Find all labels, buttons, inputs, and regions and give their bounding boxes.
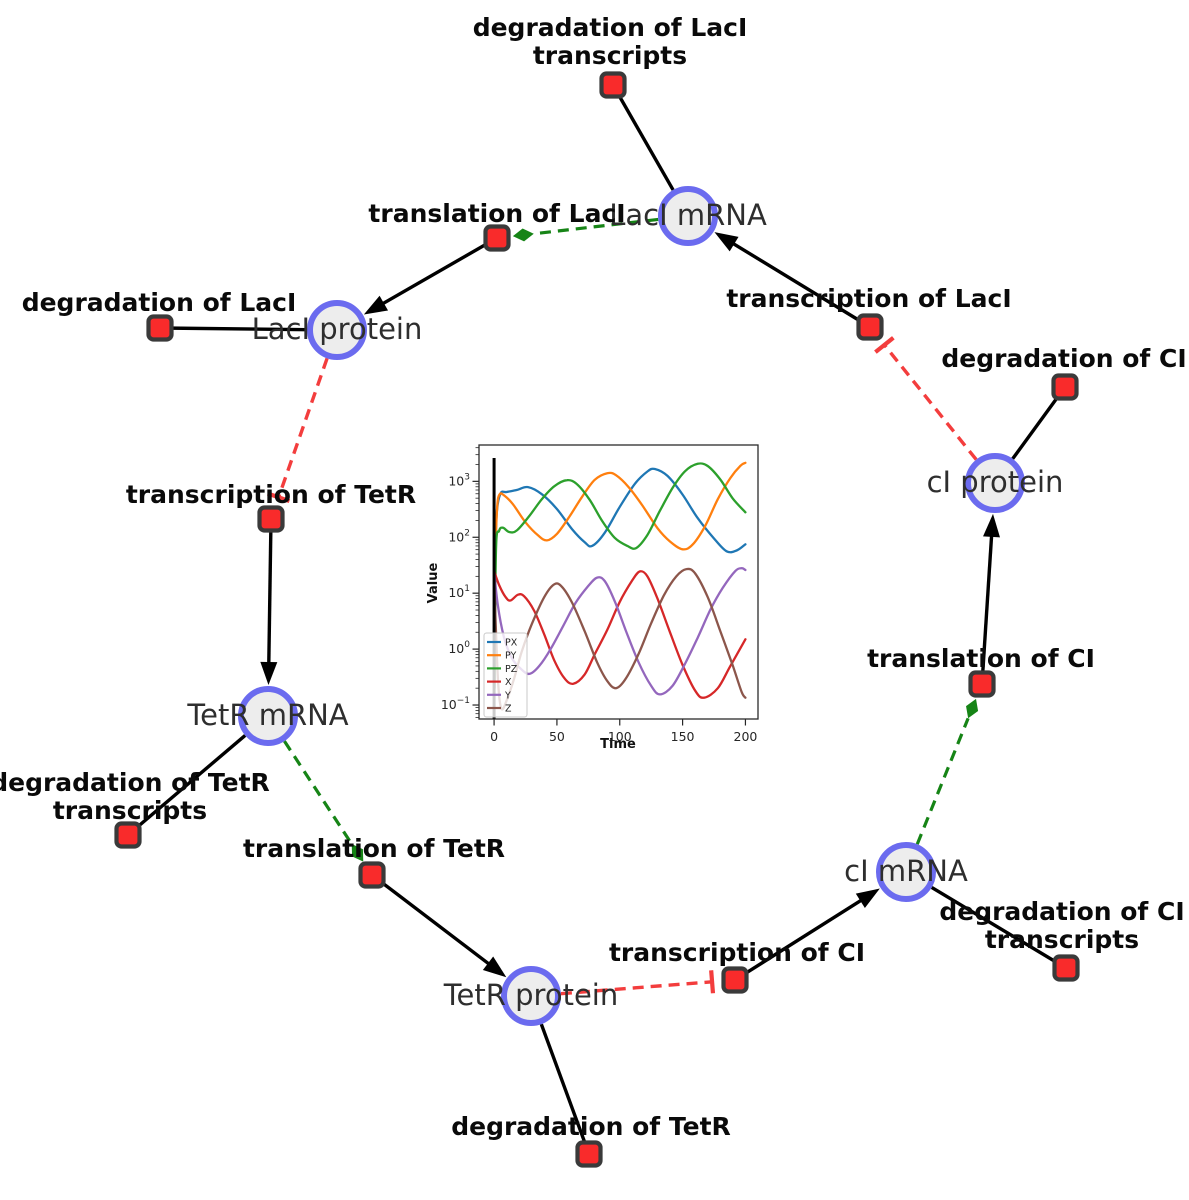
reaction-label-degradation_of_ci_transcripts: degradation of CI transcripts bbox=[939, 897, 1184, 954]
legend-label-PX: PX bbox=[505, 638, 518, 649]
species-label-laci_protein: LacI protein bbox=[252, 312, 423, 346]
edge-product-translation_of_laci-to-laci_protein-arrowhead-icon bbox=[363, 295, 389, 315]
edge-product-transcription_of_ci-to-ci_mrna-arrowhead-icon bbox=[855, 888, 880, 909]
legend-label-X: X bbox=[505, 677, 512, 688]
edge-modifier-tetr_mrna-to-translation_of_tetr bbox=[283, 740, 354, 845]
edge-reactant-laci_mrna-to-degradation_of_laci_transcripts bbox=[611, 84, 675, 191]
x-tick-label: 200 bbox=[734, 729, 758, 744]
edge-product-transcription_of_laci-to-laci_mrna bbox=[723, 236, 871, 329]
edge-inhibitor-ci_protein-to-transcription_of_laci-tee-icon bbox=[874, 336, 895, 354]
species-label-ci_protein: cI protein bbox=[927, 465, 1064, 499]
legend-label-Z: Z bbox=[505, 704, 512, 715]
series-PX-curve bbox=[493, 467, 747, 690]
x-tick-label: 0 bbox=[490, 729, 498, 744]
edge-product-translation_of_tetr-to-tetr_protein bbox=[370, 873, 498, 972]
y-tick-label: 101 bbox=[448, 584, 470, 600]
species-node-laci_mrna[interactable] bbox=[658, 186, 718, 246]
legend-label-Y: Y bbox=[504, 690, 511, 701]
reaction-node-degradation_of_laci[interactable] bbox=[146, 314, 174, 342]
edge-product-translation_of_laci-to-laci_protein bbox=[373, 236, 498, 311]
labels-layer: LacI mRNA LacI protein cI protein TetR mRNA… bbox=[0, 13, 1187, 1141]
reaction-label-degradation_of_tetr: degradation of TetR bbox=[451, 1112, 731, 1141]
species-node-tetr_mrna[interactable] bbox=[238, 686, 298, 746]
inset-chart: 10−1 100 101 102 103 0 50 100 150 200 PX PY PZ XYZ Ti… bbox=[426, 444, 759, 752]
series-PY-curve bbox=[493, 461, 747, 690]
edge-inhibitor-laci_protein-to-transcription_of_tetr-tee-icon bbox=[267, 491, 291, 504]
edge-inhibitor-tetr_protein-to-transcription_of_ci-tee-icon bbox=[709, 970, 716, 994]
reaction-node-translation_of_ci[interactable] bbox=[968, 670, 996, 698]
reaction-node-transcription_of_tetr[interactable] bbox=[257, 505, 285, 533]
reaction-node-degradation_of_tetr[interactable] bbox=[575, 1140, 603, 1168]
reaction-node-transcription_of_laci[interactable] bbox=[856, 313, 884, 341]
x-tick-label: 150 bbox=[671, 729, 695, 744]
reaction-label-translation_of_laci: translation of LacI bbox=[368, 199, 625, 228]
chart-xlabel: Time bbox=[600, 737, 636, 752]
edge-modifier-laci_mrna-to-translation_of_laci bbox=[533, 217, 659, 236]
x-tick-label: 50 bbox=[549, 729, 565, 744]
edge-modifier-tetr_mrna-to-translation_of_tetr-diamond-icon bbox=[351, 844, 364, 862]
species-node-ci_mrna[interactable] bbox=[876, 842, 936, 902]
edge-modifier-ci_mrna-to-translation_of_ci-diamond-icon bbox=[966, 698, 979, 719]
reaction-label-transcription_of_tetr: transcription of TetR bbox=[126, 480, 416, 509]
legend-label-PZ: PZ bbox=[505, 664, 518, 675]
chart-spines bbox=[478, 444, 759, 720]
species-label-tetr_protein: TetR protein bbox=[443, 978, 618, 1012]
reaction-label-degradation_of_ci: degradation of CI bbox=[941, 344, 1186, 373]
reaction-node-translation_of_tetr[interactable] bbox=[358, 861, 386, 889]
reaction-label-degradation_of_tetr_transcripts: degradation of TetR transcripts bbox=[0, 768, 270, 825]
y-tick-label: 100 bbox=[448, 640, 470, 656]
edge-product-translation_of_ci-to-ci_protein-arrowhead-icon bbox=[983, 513, 1000, 538]
chart-legend bbox=[483, 632, 528, 718]
edge-inhibitor-ci_protein-to-transcription_of_laci bbox=[883, 343, 978, 461]
reaction-label-degradation_of_laci_transcripts: degradation of LacI transcripts bbox=[473, 13, 748, 70]
legend-label-PY: PY bbox=[505, 651, 517, 662]
reaction-label-transcription_of_ci: transcription of CI bbox=[609, 938, 865, 967]
species-label-ci_mrna: cI mRNA bbox=[844, 854, 968, 888]
edge-modifier-laci_mrna-to-translation_of_laci-diamond-icon bbox=[512, 228, 534, 242]
reaction-node-degradation_of_tetr_transcripts[interactable] bbox=[114, 821, 142, 849]
reaction-node-degradation_of_ci[interactable] bbox=[1051, 373, 1079, 401]
species-label-tetr_mrna: TetR mRNA bbox=[186, 698, 348, 732]
edge-reactant-tetr_mrna-to-degradation_of_tetr_transcripts bbox=[126, 734, 247, 837]
x-tick-label: 100 bbox=[608, 729, 632, 744]
y-tick-label: 10−1 bbox=[441, 696, 470, 712]
species-node-laci_protein[interactable] bbox=[307, 300, 367, 360]
edge-reactant-tetr_protein-to-degradation_of_tetr bbox=[539, 1023, 591, 1155]
reaction-label-degradation_of_laci: degradation of LacI bbox=[22, 288, 297, 317]
edge-product-transcription_of_ci-to-ci_mrna bbox=[734, 893, 871, 982]
reaction-label-transcription_of_laci: transcription of LacI bbox=[726, 284, 1011, 313]
reaction-node-degradation_of_ci_transcripts[interactable] bbox=[1052, 954, 1080, 982]
nodes-layer bbox=[114, 71, 1080, 1168]
edges-layer bbox=[126, 84, 1067, 1155]
y-tick-label: 103 bbox=[448, 472, 470, 488]
reaction-node-degradation_of_laci_transcripts[interactable] bbox=[599, 71, 627, 99]
reaction-node-translation_of_laci[interactable] bbox=[483, 224, 511, 252]
chart-ylabel: Value bbox=[426, 562, 441, 603]
series-X-curve bbox=[492, 569, 747, 699]
edge-product-translation_of_tetr-to-tetr_protein-arrowhead-icon bbox=[482, 956, 507, 978]
edge-inhibitor-tetr_protein-to-transcription_of_ci bbox=[560, 980, 713, 996]
y-tick-label: 102 bbox=[448, 528, 470, 544]
series-PZ-curve bbox=[493, 462, 747, 690]
species-label-laci_mrna: LacI mRNA bbox=[609, 198, 767, 232]
edge-product-transcription_of_tetr-to-tetr_mrna-arrowhead-icon bbox=[260, 661, 278, 686]
edge-reactant-laci_protein-to-degradation_of_laci bbox=[159, 326, 308, 332]
edge-reactant-ci_mrna-to-degradation_of_ci_transcripts bbox=[930, 885, 1067, 970]
reaction-label-translation_of_tetr: translation of TetR bbox=[243, 834, 505, 863]
edge-modifier-ci_mrna-to-translation_of_ci bbox=[915, 717, 970, 845]
edge-product-translation_of_ci-to-ci_protein bbox=[980, 525, 994, 685]
reaction-node-transcription_of_ci[interactable] bbox=[721, 966, 749, 994]
species-node-ci_protein[interactable] bbox=[965, 453, 1025, 513]
edge-inhibitor-laci_protein-to-transcription_of_tetr bbox=[276, 357, 329, 498]
species-node-tetr_protein[interactable] bbox=[501, 966, 561, 1026]
edge-product-transcription_of_tetr-to-tetr_mrna bbox=[266, 518, 273, 674]
edge-product-transcription_of_laci-to-laci_mrna-arrowhead-icon bbox=[714, 232, 739, 252]
reaction-label-translation_of_ci: translation of CI bbox=[867, 644, 1095, 673]
